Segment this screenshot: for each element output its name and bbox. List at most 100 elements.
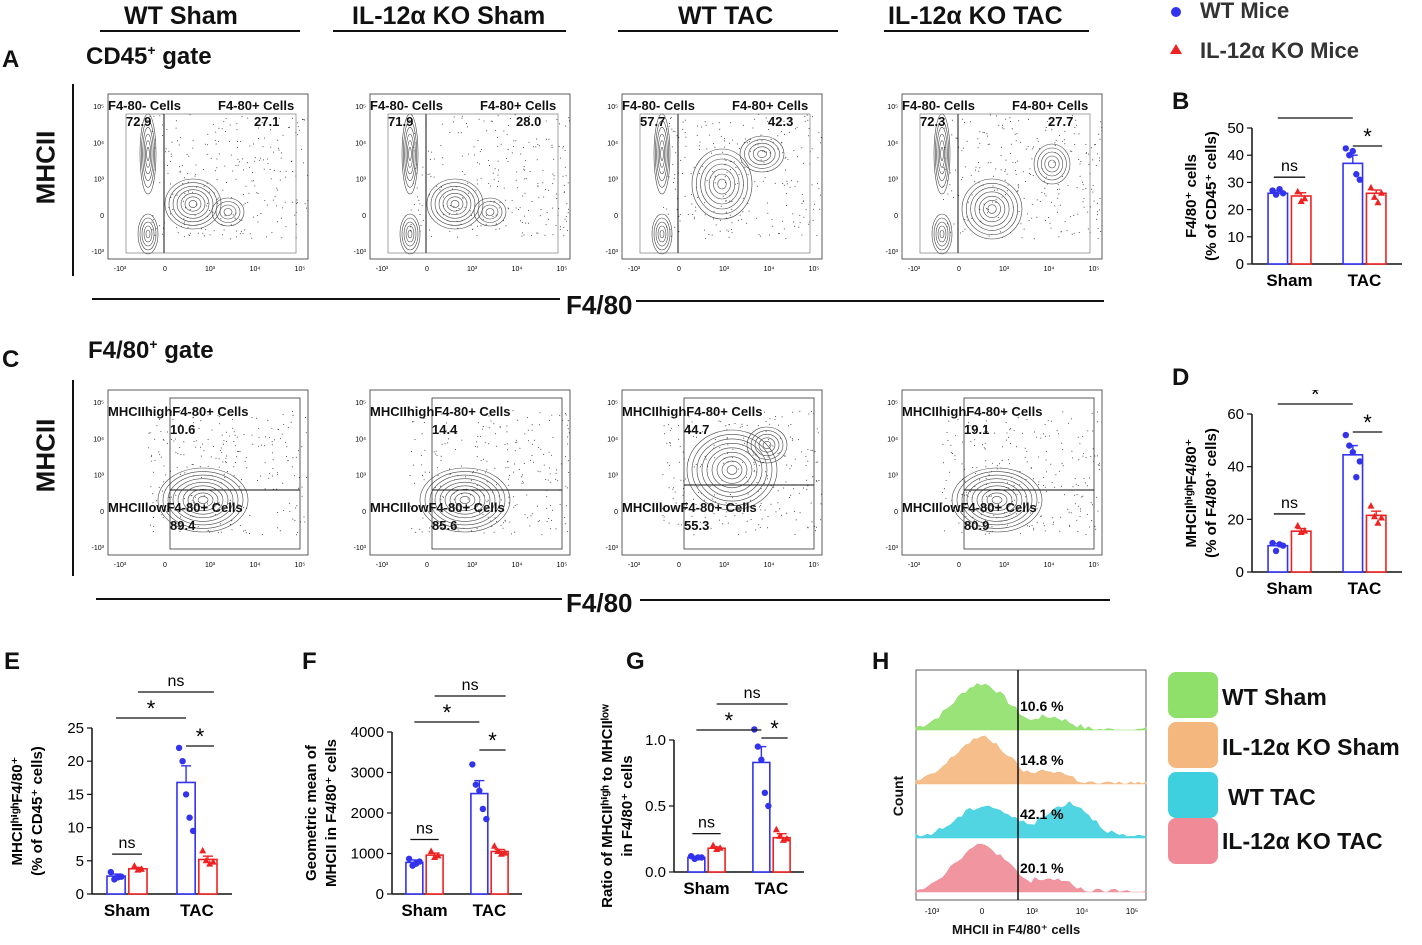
flow-event-dot (1088, 477, 1090, 479)
flow-event-dot (567, 182, 569, 184)
flow-event-dot (546, 520, 548, 522)
flow-event-dot (151, 221, 153, 223)
flow-event-dot (746, 520, 748, 522)
flow-event-dot (1046, 121, 1048, 122)
flow-event-dot (515, 207, 517, 209)
flow-contour (141, 120, 155, 188)
flow-event-dot (1005, 169, 1007, 171)
flow-event-dot (471, 530, 472, 532)
data-point (1297, 197, 1305, 204)
flow-event-dot (528, 222, 530, 224)
flow-event-dot (548, 189, 550, 191)
flow-event-dot (989, 143, 991, 145)
flow-event-dot (697, 197, 699, 199)
flow-event-dot (1101, 421, 1103, 423)
flow-contour (481, 204, 499, 220)
flow-event-dot (442, 214, 444, 216)
flow-contour (145, 140, 151, 168)
data-point (709, 841, 717, 849)
flow-event-dot (953, 223, 955, 225)
flow-event-dot (281, 152, 283, 154)
gate-high-label: MHCIIhighF4-80+ Cells (622, 404, 763, 419)
flow-event-dot (801, 194, 803, 196)
flow-event-dot (815, 461, 817, 463)
flow-event-dot (713, 513, 715, 515)
flow-event-dot (801, 234, 803, 236)
bar (752, 761, 771, 873)
flow-event-dot (263, 159, 264, 161)
flow-event-dot (245, 185, 247, 187)
flow-event-dot (705, 124, 707, 126)
flow-event-dot (759, 506, 760, 508)
flow-contour (686, 429, 778, 511)
y-axis-label: Ratio of MHCIIʰⁱᵍʰ to MHCIIˡᵒʷ (599, 704, 616, 908)
flow-event-dot (441, 443, 443, 445)
flow-event-dot (1082, 181, 1084, 183)
flow-event-dot (192, 464, 194, 466)
flow-event-dot (449, 132, 451, 133)
flow-event-dot (1009, 463, 1010, 465)
flow-event-dot (171, 411, 172, 413)
flow-event-dot (1045, 450, 1047, 452)
flow-event-dot (1064, 494, 1066, 496)
flow-event-dot (737, 183, 739, 185)
flow-contour (976, 485, 1018, 515)
flow-event-dot (956, 508, 957, 510)
flow-event-dot (203, 450, 205, 452)
flow-event-dot (757, 491, 759, 493)
flow-event-dot (711, 498, 713, 500)
flow-event-dot (285, 226, 287, 228)
flow-event-dot (290, 161, 292, 163)
flow-event-dot (766, 475, 768, 477)
flow-event-dot (750, 499, 752, 501)
flow-event-dot (964, 228, 966, 230)
flow-event-dot (755, 529, 757, 531)
flow-event-dot (812, 219, 814, 221)
flow-event-dot (184, 472, 186, 474)
data-point (199, 846, 207, 854)
flow-event-dot (726, 171, 728, 173)
flow-event-dot (479, 435, 481, 437)
flow-event-dot (507, 449, 509, 451)
flow-event-dot (258, 427, 260, 429)
flow-event-dot (461, 155, 463, 157)
flow-event-dot (1062, 465, 1064, 467)
flow-ytick: -10³ (886, 249, 899, 256)
flow-event-dot (489, 165, 490, 167)
flow-event-dot (257, 215, 259, 217)
flow-event-dot (1072, 486, 1074, 488)
flow-contour (167, 474, 239, 526)
flow-xtick: 10⁴ (764, 266, 775, 273)
flow-event-dot (989, 114, 991, 116)
flow-event-dot (725, 211, 727, 213)
flow-event-dot (539, 471, 541, 473)
flow-event-dot (1004, 171, 1006, 172)
flow-event-dot (490, 120, 492, 122)
flow-event-dot (296, 202, 298, 204)
flow-ytick: -10³ (92, 545, 105, 552)
flow-event-dot (753, 505, 755, 507)
flow-event-dot (516, 441, 518, 443)
flow-event-dot (943, 488, 945, 490)
flow-contour (137, 213, 159, 255)
flow-event-dot (205, 205, 207, 207)
flow-event-dot (1097, 228, 1099, 229)
gate-pos-label: F4-80+ Cells (732, 98, 809, 113)
flow-event-dot (712, 123, 714, 125)
flow-event-dot (738, 219, 739, 221)
flow-event-dot (296, 223, 298, 225)
flow-contour (744, 139, 780, 169)
flow-event-dot (488, 427, 490, 429)
flow-event-dot (987, 143, 989, 145)
flow-event-dot (674, 226, 676, 228)
flow-event-dot (495, 433, 496, 435)
flow-event-dot (1083, 197, 1085, 199)
flow-event-dot (978, 526, 980, 527)
flow-event-dot (495, 223, 497, 225)
flow-contour (168, 182, 218, 226)
header-ko-tac: IL-12α KO TAC (888, 2, 1063, 30)
header-underline (618, 30, 838, 32)
flow-event-dot (1077, 530, 1079, 532)
